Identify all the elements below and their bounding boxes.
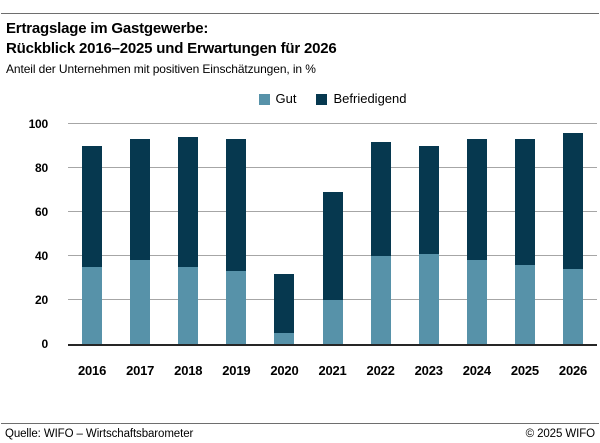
- bar-segment-befriedigend-2020: [274, 273, 295, 333]
- bar-slot-2017: [116, 124, 164, 344]
- chart-subtitle: Anteil der Unternehmen mit positiven Ein…: [6, 62, 316, 76]
- chart-title-line2: Rückblick 2016–2025 und Erwartungen für …: [6, 40, 337, 57]
- y-tick-label-0: 0: [41, 337, 49, 351]
- stacked-bar-2025: [514, 124, 535, 344]
- bar-segment-gut-2023: [418, 253, 439, 344]
- bar-segment-befriedigend-2016: [82, 146, 103, 267]
- chart-title-line1: Ertragslage im Gastgewerbe:: [6, 20, 209, 37]
- source-note: Quelle: WIFO – Wirtschaftsbarometer: [5, 428, 194, 440]
- y-tick-label-60: 60: [35, 205, 48, 219]
- legend-item-befriedigend: Befriedigend: [316, 92, 406, 106]
- bar-segment-befriedigend-2022: [370, 141, 391, 256]
- x-tick-label-2026: 2026: [558, 363, 588, 378]
- x-tick-label-2023: 2023: [414, 363, 443, 378]
- bar-segment-gut-2022: [370, 256, 391, 344]
- bar-segment-befriedigend-2026: [562, 132, 583, 270]
- bar-slot-2021: [308, 124, 356, 344]
- bar-segment-gut-2019: [226, 271, 247, 344]
- y-tick-label-20: 20: [35, 293, 48, 307]
- x-tick-label-2025: 2025: [510, 363, 539, 378]
- stacked-bar-2017: [130, 124, 151, 344]
- x-tick-label-2021: 2021: [318, 363, 347, 378]
- bar-segment-gut-2024: [466, 260, 487, 344]
- plot-area: [68, 123, 597, 346]
- x-tick-label-2020: 2020: [270, 363, 299, 378]
- chart-legend: Gut Befriedigend: [68, 92, 597, 106]
- x-tick-label-2022: 2022: [366, 363, 395, 378]
- stacked-bar-2021: [322, 124, 343, 344]
- footer-divider: [1, 423, 599, 424]
- bar-segment-gut-2021: [322, 300, 343, 344]
- gridline-80: [68, 167, 597, 168]
- stacked-bar-2018: [178, 124, 199, 344]
- x-tick-label-2024: 2024: [462, 363, 491, 378]
- stacked-bar-2023: [418, 124, 439, 344]
- x-axis-line: [68, 344, 597, 346]
- x-tick-label-2019: 2019: [222, 363, 251, 378]
- x-tick-label-2018: 2018: [174, 363, 203, 378]
- stacked-bar-2026: [562, 124, 583, 344]
- gut-color-swatch: [258, 93, 270, 105]
- bar-segment-gut-2020: [274, 333, 295, 344]
- top-divider: [1, 13, 599, 14]
- copyright-note: © 2025 WIFO: [525, 428, 595, 440]
- bar-segment-befriedigend-2023: [418, 146, 439, 254]
- x-axis-labels: 2016 2017 2018 2019 2020 2021 2022 2023 2024 2025…: [68, 363, 597, 378]
- y-axis-labels: 0 20 40 60 80 100: [0, 117, 58, 351]
- bar-segment-befriedigend-2021: [322, 192, 343, 300]
- stacked-bar-2022: [370, 124, 391, 344]
- bar-segment-befriedigend-2018: [178, 137, 199, 267]
- gridline-100: [68, 123, 597, 124]
- bar-slot-2019: [212, 124, 260, 344]
- bar-segment-gut-2017: [130, 260, 151, 344]
- bar-slot-2016: [68, 124, 116, 344]
- bar-segment-befriedigend-2019: [226, 139, 247, 272]
- bar-segment-gut-2025: [514, 264, 535, 344]
- legend-label-befriedigend: Befriedigend: [333, 91, 407, 106]
- bar-slot-2025: [501, 124, 549, 344]
- x-tick-label-2017: 2017: [126, 363, 155, 378]
- bar-segment-gut-2026: [562, 269, 583, 344]
- bar-slot-2020: [260, 124, 308, 344]
- bar-segment-befriedigend-2025: [514, 139, 535, 265]
- stacked-bar-2016: [82, 124, 103, 344]
- bar-slot-2023: [405, 124, 453, 344]
- legend-item-gut: Gut: [258, 91, 297, 106]
- bar-segment-gut-2018: [178, 267, 199, 344]
- bar-slot-2018: [164, 124, 212, 344]
- bar-slot-2026: [549, 124, 597, 344]
- bar-slot-2024: [453, 124, 501, 344]
- stacked-bar-2024: [466, 124, 487, 344]
- befriedigend-color-swatch: [316, 93, 328, 105]
- y-tick-label-100: 100: [28, 117, 49, 131]
- bars-container: [68, 124, 597, 344]
- legend-label-gut: Gut: [275, 91, 297, 106]
- y-tick-label-80: 80: [35, 161, 48, 175]
- chart-header: Ertragslage im Gastgewerbe: Rückblick 20…: [6, 19, 337, 77]
- x-tick-label-2016: 2016: [77, 363, 107, 378]
- bar-slot-2022: [357, 124, 405, 344]
- y-tick-label-40: 40: [35, 249, 48, 263]
- stacked-bar-2019: [226, 124, 247, 344]
- bar-segment-befriedigend-2017: [130, 139, 151, 261]
- bar-segment-befriedigend-2024: [466, 139, 487, 261]
- bar-segment-gut-2016: [82, 267, 103, 344]
- stacked-bar-2020: [274, 124, 295, 344]
